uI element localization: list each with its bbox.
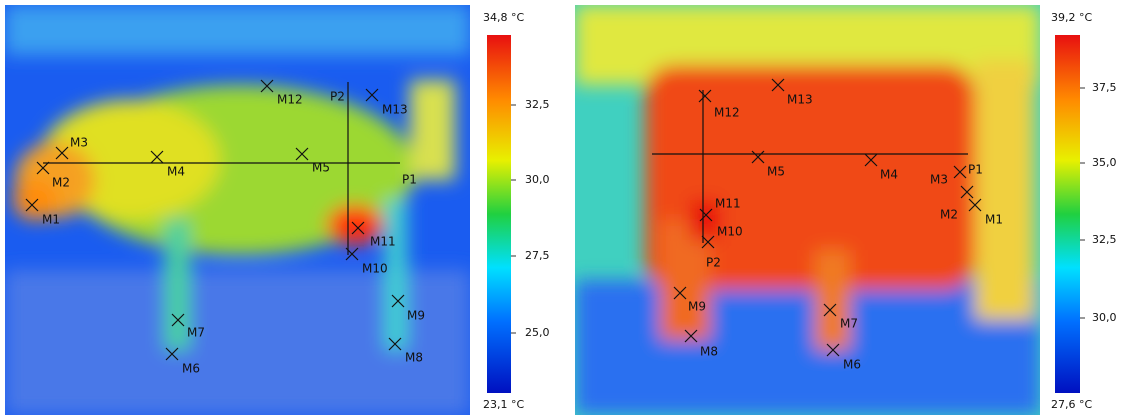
thermal-image-left bbox=[5, 5, 470, 415]
marker-cross bbox=[351, 221, 365, 235]
marker-cross bbox=[260, 79, 274, 93]
scale-tick-label: 30,0 bbox=[525, 173, 550, 186]
marker-label: M12 bbox=[714, 106, 740, 120]
marker-cross bbox=[751, 150, 765, 164]
marker-cross bbox=[36, 161, 50, 175]
scale-min: 27,6 °C bbox=[1051, 398, 1092, 411]
line-label: P1 bbox=[968, 163, 983, 177]
marker-cross bbox=[171, 313, 185, 327]
scale-tick-label: 25,0 bbox=[525, 326, 550, 339]
marker-label: M4 bbox=[880, 168, 898, 182]
marker-label: M12 bbox=[277, 93, 303, 107]
scale-tick-label: 30,0 bbox=[1092, 311, 1117, 324]
marker-cross bbox=[826, 343, 840, 357]
marker-label: M8 bbox=[405, 351, 423, 365]
marker-label: M5 bbox=[767, 165, 785, 179]
marker-label: M13 bbox=[787, 93, 813, 107]
marker-cross bbox=[968, 198, 982, 212]
marker-cross bbox=[684, 329, 698, 343]
marker-cross bbox=[699, 208, 713, 222]
color-scale-left bbox=[487, 35, 511, 393]
marker-label: M9 bbox=[407, 309, 425, 323]
scale-tick-label: 32,5 bbox=[1092, 233, 1117, 246]
scale-tick-label: 32,5 bbox=[525, 98, 550, 111]
marker-cross bbox=[150, 150, 164, 164]
scale-tick-label: 27,5 bbox=[525, 249, 550, 262]
marker-label: M2 bbox=[52, 176, 70, 190]
scale-tick-label: 37,5 bbox=[1092, 81, 1117, 94]
marker-cross bbox=[165, 347, 179, 361]
marker-label: M1 bbox=[42, 213, 60, 227]
marker-cross bbox=[771, 78, 785, 92]
marker-cross bbox=[823, 303, 837, 317]
marker-cross bbox=[295, 147, 309, 161]
thermal-image-right bbox=[575, 5, 1040, 415]
marker-cross bbox=[25, 198, 39, 212]
marker-cross bbox=[698, 89, 712, 103]
marker-cross bbox=[365, 88, 379, 102]
marker-label: M9 bbox=[688, 300, 706, 314]
marker-cross bbox=[673, 286, 687, 300]
marker-cross bbox=[388, 337, 402, 351]
marker-cross bbox=[701, 235, 715, 249]
marker-cross bbox=[345, 247, 359, 261]
marker-cross bbox=[864, 153, 878, 167]
marker-label: M6 bbox=[182, 362, 200, 376]
marker-label: M4 bbox=[167, 165, 185, 179]
scale-max: 39,2 °C bbox=[1051, 11, 1092, 24]
scale-min: 23,1 °C bbox=[483, 398, 524, 411]
marker-label: M11 bbox=[715, 197, 741, 211]
marker-label: M8 bbox=[700, 345, 718, 359]
marker-label: M11 bbox=[370, 235, 396, 249]
marker-cross bbox=[953, 165, 967, 179]
marker-label: M2 bbox=[940, 208, 958, 222]
line-label: P2 bbox=[706, 256, 721, 270]
marker-cross bbox=[960, 185, 974, 199]
marker-cross bbox=[391, 294, 405, 308]
line-label: P2 bbox=[330, 90, 345, 104]
line-label: P1 bbox=[402, 173, 417, 187]
marker-label: M7 bbox=[840, 317, 858, 331]
marker-label: M7 bbox=[187, 326, 205, 340]
marker-label: M13 bbox=[382, 103, 408, 117]
marker-label: M5 bbox=[312, 161, 330, 175]
marker-cross bbox=[55, 146, 69, 160]
scale-tick-label: 35,0 bbox=[1092, 156, 1117, 169]
marker-label: M3 bbox=[70, 136, 88, 150]
marker-label: M3 bbox=[930, 173, 948, 187]
color-scale-right bbox=[1055, 35, 1080, 393]
marker-label: M6 bbox=[843, 358, 861, 372]
marker-label: M1 bbox=[985, 213, 1003, 227]
marker-label: M10 bbox=[362, 262, 388, 276]
scale-max: 34,8 °C bbox=[483, 11, 524, 24]
marker-label: M10 bbox=[717, 225, 743, 239]
